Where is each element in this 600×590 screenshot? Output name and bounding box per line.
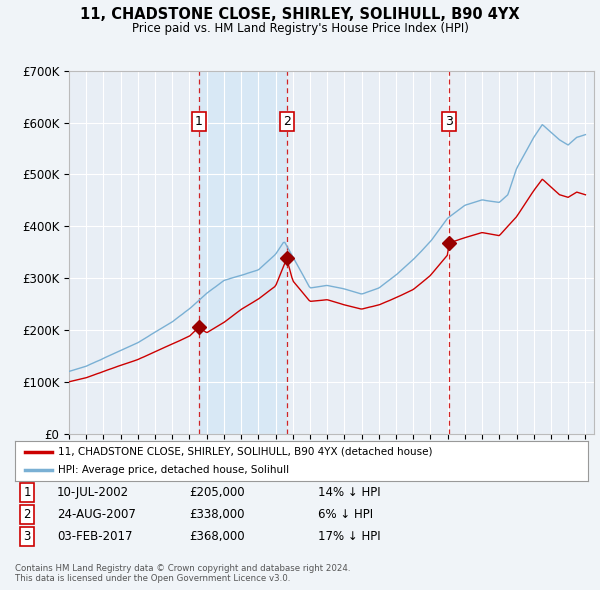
Text: £205,000: £205,000 [189,486,245,499]
Text: 03-FEB-2017: 03-FEB-2017 [57,530,133,543]
Text: 17% ↓ HPI: 17% ↓ HPI [318,530,380,543]
Text: 2: 2 [283,115,290,128]
Text: £338,000: £338,000 [189,508,245,521]
Bar [199,71,287,434]
Text: Contains HM Land Registry data © Crown copyright and database right 2024.
This d: Contains HM Land Registry data © Crown c… [15,563,350,583]
Text: 24-AUG-2007: 24-AUG-2007 [57,508,136,521]
Text: HPI: Average price, detached house, Solihull: HPI: Average price, detached house, Soli… [58,465,289,475]
Text: 6% ↓ HPI: 6% ↓ HPI [318,508,373,521]
Text: 2: 2 [23,508,31,521]
Text: 1: 1 [195,115,203,128]
Text: Price paid vs. HM Land Registry's House Price Index (HPI): Price paid vs. HM Land Registry's House … [131,22,469,35]
Text: 11, CHADSTONE CLOSE, SHIRLEY, SOLIHULL, B90 4YX (detached house): 11, CHADSTONE CLOSE, SHIRLEY, SOLIHULL, … [58,447,433,457]
Text: 11, CHADSTONE CLOSE, SHIRLEY, SOLIHULL, B90 4YX: 11, CHADSTONE CLOSE, SHIRLEY, SOLIHULL, … [80,7,520,22]
Text: 1: 1 [23,486,31,499]
Text: £368,000: £368,000 [189,530,245,543]
Text: 14% ↓ HPI: 14% ↓ HPI [318,486,380,499]
Text: 3: 3 [445,115,453,128]
Text: 10-JUL-2002: 10-JUL-2002 [57,486,129,499]
Text: 3: 3 [23,530,31,543]
